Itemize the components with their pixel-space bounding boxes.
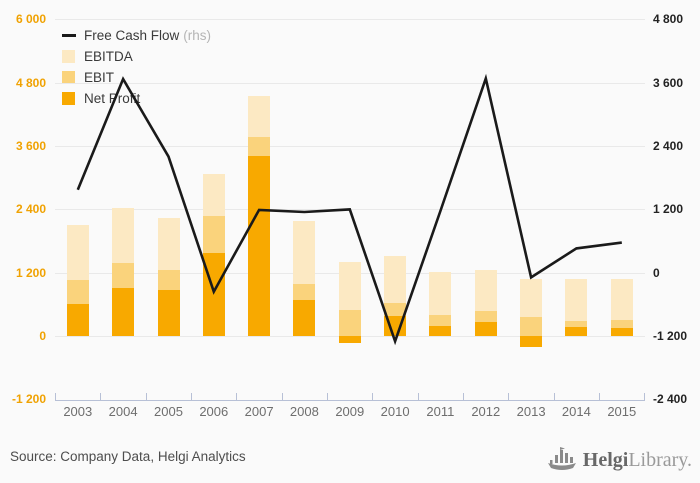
logo-text: HelgiLibrary. bbox=[583, 449, 692, 472]
left-axis-tick-label: 0 bbox=[39, 328, 46, 343]
chart-footer: Source: Company Data, Helgi Analytics He… bbox=[0, 440, 700, 483]
left-axis-tick-label: 2 400 bbox=[15, 202, 46, 217]
x-axis-tick bbox=[463, 393, 464, 400]
legend-item-ebitda: EBITDA bbox=[62, 46, 211, 67]
logo-library: Library. bbox=[628, 448, 692, 471]
ebit-swatch-icon bbox=[62, 71, 75, 84]
legend-label: Free Cash Flow bbox=[84, 28, 180, 43]
bar-net-profit-2005 bbox=[157, 290, 180, 336]
legend-label: EBITDA bbox=[84, 49, 133, 64]
bar-net-profit-2007 bbox=[248, 156, 271, 336]
x-axis-tick bbox=[327, 393, 328, 400]
left-axis-tick-label: -1 200 bbox=[11, 392, 46, 407]
right-axis-tick-label: 0 bbox=[653, 265, 660, 280]
bar-net-profit-2010 bbox=[384, 316, 407, 336]
left-axis-tick-label: 1 200 bbox=[15, 265, 46, 280]
bar-ebit-2009 bbox=[338, 309, 361, 336]
legend-item-free-cash-flow: Free Cash Flow (rhs) bbox=[62, 25, 211, 46]
x-axis-tick bbox=[100, 393, 102, 400]
x-axis-year-label: 2003 bbox=[63, 404, 93, 419]
x-axis-year-label: 2015 bbox=[607, 404, 637, 419]
right-axis-tick-label: -2 400 bbox=[653, 392, 688, 407]
left-axis-tick-label: 4 800 bbox=[15, 75, 46, 90]
x-axis-year-label: 2008 bbox=[289, 404, 319, 419]
logo-helgi: Helgi bbox=[582, 448, 629, 471]
x-axis-tick bbox=[417, 393, 419, 400]
bar-net-profit-2004 bbox=[112, 287, 135, 336]
right-axis-tick-label: 3 600 bbox=[653, 75, 684, 90]
x-axis-year-label: 2013 bbox=[516, 404, 546, 419]
right-axis-tick-label: 1 200 bbox=[653, 202, 684, 217]
chart-legend: Free Cash Flow (rhs) EBITDA EBIT Net Pro… bbox=[62, 25, 211, 109]
x-axis-tick bbox=[145, 393, 147, 400]
legend-rhs-suffix: (rhs) bbox=[183, 28, 212, 43]
bar-net-profit-2011 bbox=[429, 325, 452, 336]
right-axis-tick-label: -1 200 bbox=[653, 328, 688, 343]
bar-net-profit-2008 bbox=[293, 299, 316, 336]
x-axis-year-label: 2011 bbox=[426, 404, 455, 419]
right-axis-tick-label: 4 800 bbox=[653, 12, 684, 27]
source-text: Source: Company Data, Helgi Analytics bbox=[10, 449, 246, 464]
x-axis-tick bbox=[644, 393, 646, 400]
chart-area: Free Cash Flow (rhs) EBITDA EBIT Net Pro… bbox=[11, 12, 688, 419]
free-cash-flow-line bbox=[76, 73, 622, 346]
right-axis-tick-label: 2 400 bbox=[653, 139, 684, 153]
legend-label: EBIT bbox=[84, 70, 115, 85]
left-axis-tick-label: 6 000 bbox=[15, 12, 46, 27]
x-axis-year-label: 2010 bbox=[380, 404, 410, 419]
gridline bbox=[55, 82, 645, 84]
legend-item-net-profit: Net Profit bbox=[62, 88, 211, 109]
helgi-boat-icon bbox=[547, 447, 576, 470]
bar-net-profit-2009 bbox=[338, 335, 361, 344]
ebitda-swatch-icon bbox=[62, 50, 75, 63]
left-axis-tick-label: 3 600 bbox=[15, 139, 46, 153]
bar-net-profit-2015 bbox=[610, 327, 633, 336]
x-axis-tick bbox=[55, 393, 56, 400]
x-axis-tick bbox=[553, 393, 555, 400]
legend-item-ebit: EBIT bbox=[62, 67, 211, 88]
x-axis-tick bbox=[191, 393, 192, 400]
x-axis-tick bbox=[599, 393, 600, 400]
x-axis-year-label: 2014 bbox=[561, 404, 591, 419]
bar-ebit-2013 bbox=[520, 317, 543, 336]
legend-label: Net Profit bbox=[84, 91, 141, 106]
net-profit-swatch-icon bbox=[62, 92, 75, 105]
bar-net-profit-2013 bbox=[520, 335, 543, 348]
x-axis-tick bbox=[281, 393, 283, 400]
x-axis-tick bbox=[508, 393, 510, 400]
bar-net-profit-2003 bbox=[66, 303, 89, 336]
x-axis-year-label: 2006 bbox=[199, 404, 229, 419]
gridline bbox=[55, 146, 645, 147]
bar-net-profit-2012 bbox=[474, 321, 497, 336]
x-axis-year-label: 2005 bbox=[154, 404, 183, 419]
gridline bbox=[55, 19, 645, 21]
bar-net-profit-2014 bbox=[565, 327, 588, 336]
x-axis-year-label: 2007 bbox=[244, 404, 274, 419]
x-axis-year-label: 2009 bbox=[335, 404, 365, 419]
line-swatch-icon bbox=[62, 34, 76, 37]
helgi-library-logo: HelgiLibrary. bbox=[546, 447, 692, 473]
x-axis-year-label: 2004 bbox=[108, 404, 138, 419]
x-axis-tick bbox=[372, 393, 374, 400]
x-axis-year-label: 2012 bbox=[471, 404, 501, 419]
x-axis-tick bbox=[236, 393, 238, 400]
x-axis-line bbox=[55, 400, 645, 401]
